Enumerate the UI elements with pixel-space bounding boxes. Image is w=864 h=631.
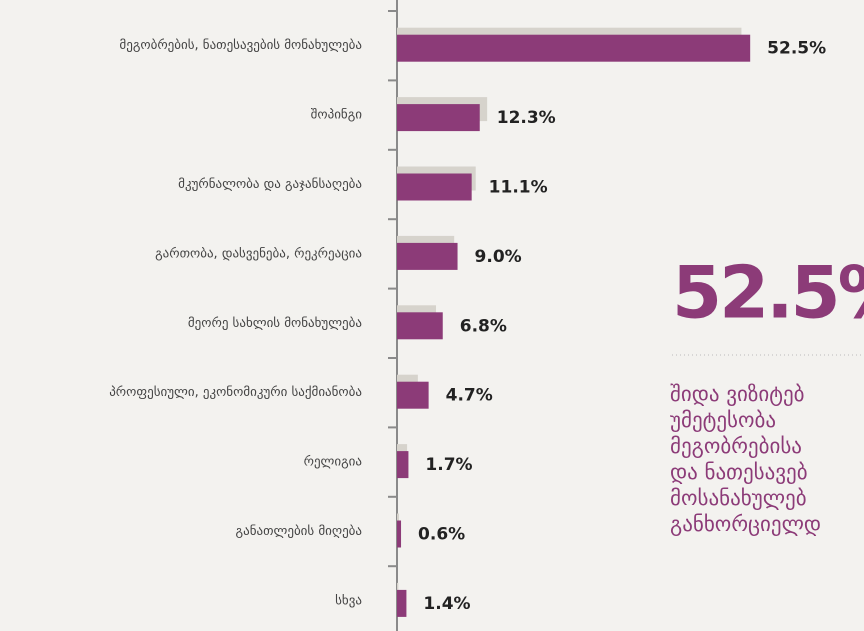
note-line: უმეტესობა [670,408,776,432]
value-label: 11.1% [489,178,548,198]
bar [397,312,443,340]
bar [397,589,407,617]
bar [397,520,402,548]
category-label: მეგობრების, ნათესავების მონახულება [119,38,362,53]
value-label: 9.0% [475,247,522,267]
value-label: 6.8% [460,316,507,336]
note-line: მოსანახულებ [670,486,807,510]
value-label: 12.3% [497,108,556,128]
category-label: რელიგია [304,455,362,470]
value-label: 0.6% [418,525,465,545]
category-label: გართობა, დასვენება, რეკრეაცია [155,246,362,261]
note-line: შიდა ვიზიტებ [670,382,805,406]
bar [397,34,751,62]
note-line: და ნათესავებ [670,460,808,484]
value-label: 1.7% [425,455,472,475]
highlight-number: 52.5% [672,251,864,335]
note-line: მეგობრებისა [670,434,802,458]
category-label: მკურნალობა და გაჯანსაღება [178,177,362,192]
category-label: განათლების მიღება [236,524,362,539]
bar [397,451,409,479]
category-label: სხვა [335,593,362,608]
value-label: 1.4% [423,594,470,614]
note-line: განხორციელდ [670,512,821,536]
bar [397,173,472,201]
value-label: 4.7% [446,386,493,406]
bar [397,381,429,409]
category-label: მეორე სახლის მონახულება [188,316,362,331]
category-label: პროფესიული, ეკონომიკური საქმიანობა [109,385,362,400]
bar [397,242,458,270]
bar [397,104,480,132]
value-label: 52.5% [767,39,826,59]
category-label: შოპინგი [311,108,363,123]
